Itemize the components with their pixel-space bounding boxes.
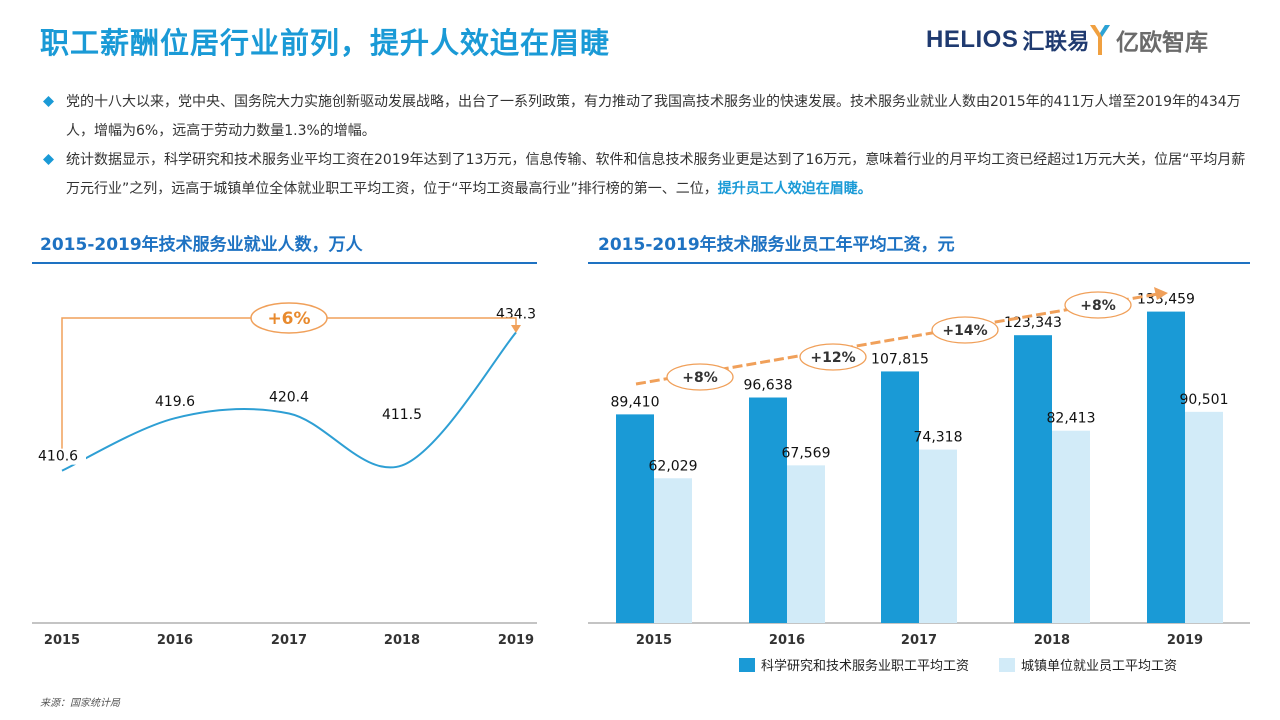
x-tick-label: 2015 [44, 633, 80, 648]
bar-urban-wage [787, 465, 825, 623]
growth-label: +14% [942, 323, 987, 339]
bar-urban-wage [654, 478, 692, 623]
x-tick-label: 2017 [271, 633, 307, 648]
legend-swatch [999, 658, 1015, 672]
legend-label: 科学研究和技术服务业职工平均工资 [761, 658, 969, 674]
bar-value-label: 96,638 [744, 378, 793, 394]
bullet-item: 统计数据显示，科学研究和技术服务业平均工资在2019年达到了13万元，信息传输、… [42, 146, 1247, 204]
bar-value-label: 62,029 [649, 458, 698, 474]
x-tick-label: 2018 [1034, 633, 1070, 648]
x-tick-label: 2019 [1167, 633, 1203, 648]
bar-urban-wage [919, 449, 957, 623]
yiou-logo: 亿欧智库 [1088, 22, 1208, 58]
bar-value-label: 89,410 [611, 394, 660, 410]
bar-research-wage [749, 397, 787, 623]
bar-value-label: 74,318 [914, 430, 963, 446]
line-chart-title: 2015-2019年技术服务业就业人数，万人 [40, 235, 363, 255]
bullet-highlight: 提升员工人效迫在眉睫。 [717, 181, 872, 197]
legend-label: 城镇单位就业员工平均工资 [1021, 659, 1177, 674]
data-label-bg [378, 405, 428, 423]
bar-urban-wage [1185, 411, 1223, 623]
data-label: 411.5 [382, 407, 422, 423]
growth-arrowhead [511, 325, 521, 333]
x-tick-label: 2016 [769, 633, 805, 648]
page-title: 职工薪酬位居行业前列，提升人效迫在眉睫 [40, 26, 611, 60]
growth-label: +8% [1080, 298, 1116, 314]
growth-label: +8% [682, 370, 718, 386]
growth-trend-arrow [635, 292, 1159, 386]
x-tick-label: 2018 [384, 633, 420, 648]
yiou-logo-icon [1090, 25, 1110, 55]
bar-chart-title: 2015-2019年技术服务业员工年平均工资，元 [598, 235, 955, 255]
data-label-bg [265, 387, 315, 406]
data-label-bg [492, 304, 542, 323]
source-note: 来源：国家统计局 [40, 698, 120, 709]
bar-value-label: 90,501 [1180, 392, 1229, 408]
growth-badge [931, 316, 999, 344]
bar-research-wage [616, 414, 654, 623]
bullet-item: 党的十八大以来，党中央、国务院大力实施创新驱动发展战略，出台了一系列政策，有力推… [42, 88, 1247, 146]
x-tick-label: 2019 [498, 633, 534, 648]
bar-research-wage [881, 371, 919, 623]
growth-bracket [61, 317, 517, 449]
x-tick-label: 2017 [901, 633, 937, 648]
data-label: 420.4 [269, 390, 309, 406]
bar-value-label: 133,459 [1137, 292, 1195, 308]
data-label: 434.3 [496, 306, 536, 322]
bar-research-wage [1014, 335, 1052, 623]
growth-label: +6% [267, 309, 310, 329]
legend-swatch [739, 658, 755, 672]
diamond-bullet-icon [43, 96, 54, 107]
bar-value-label: 82,413 [1047, 411, 1096, 427]
helios-logo-text: HELIOS [926, 26, 1019, 53]
helios-logo: HELIOS 汇联易 [926, 22, 1090, 58]
bar-value-label: 67,569 [782, 445, 831, 461]
x-tick-label: 2016 [157, 633, 193, 648]
growth-badge [250, 302, 328, 334]
bullet-list: 党的十八大以来，党中央、国务院大力实施创新驱动发展战略，出台了一系列政策，有力推… [42, 88, 1247, 204]
bar-research-wage [1147, 311, 1185, 623]
huilianyi-logo-text: 汇联易 [1022, 30, 1090, 55]
data-label: 419.6 [155, 394, 195, 410]
employment-series-line [61, 331, 517, 472]
growth-badge [799, 343, 867, 371]
x-tick-label: 2015 [636, 633, 672, 648]
data-label: 410.6 [38, 449, 78, 465]
yiou-logo-text: 亿欧智库 [1116, 30, 1208, 56]
growth-label: +12% [810, 350, 855, 366]
bullet-text: 党的十八大以来，党中央、国务院大力实施创新驱动发展战略，出台了一系列政策，有力推… [66, 94, 1241, 139]
data-label-bg [151, 392, 201, 411]
bullet-text: 统计数据显示，科学研究和技术服务业平均工资在2019年达到了13万元，信息传输、… [66, 152, 1246, 197]
bar-value-label: 123,343 [1004, 315, 1062, 331]
growth-trend-arrowhead [1154, 287, 1168, 300]
line-chart-rule [32, 262, 537, 264]
bar-value-label: 107,815 [871, 351, 929, 367]
bar-chart-rule [588, 262, 1250, 264]
diamond-bullet-icon [43, 154, 54, 165]
data-label-bg [36, 446, 86, 465]
growth-badge [666, 363, 734, 391]
bar-urban-wage [1052, 430, 1090, 623]
growth-badge [1064, 291, 1132, 319]
